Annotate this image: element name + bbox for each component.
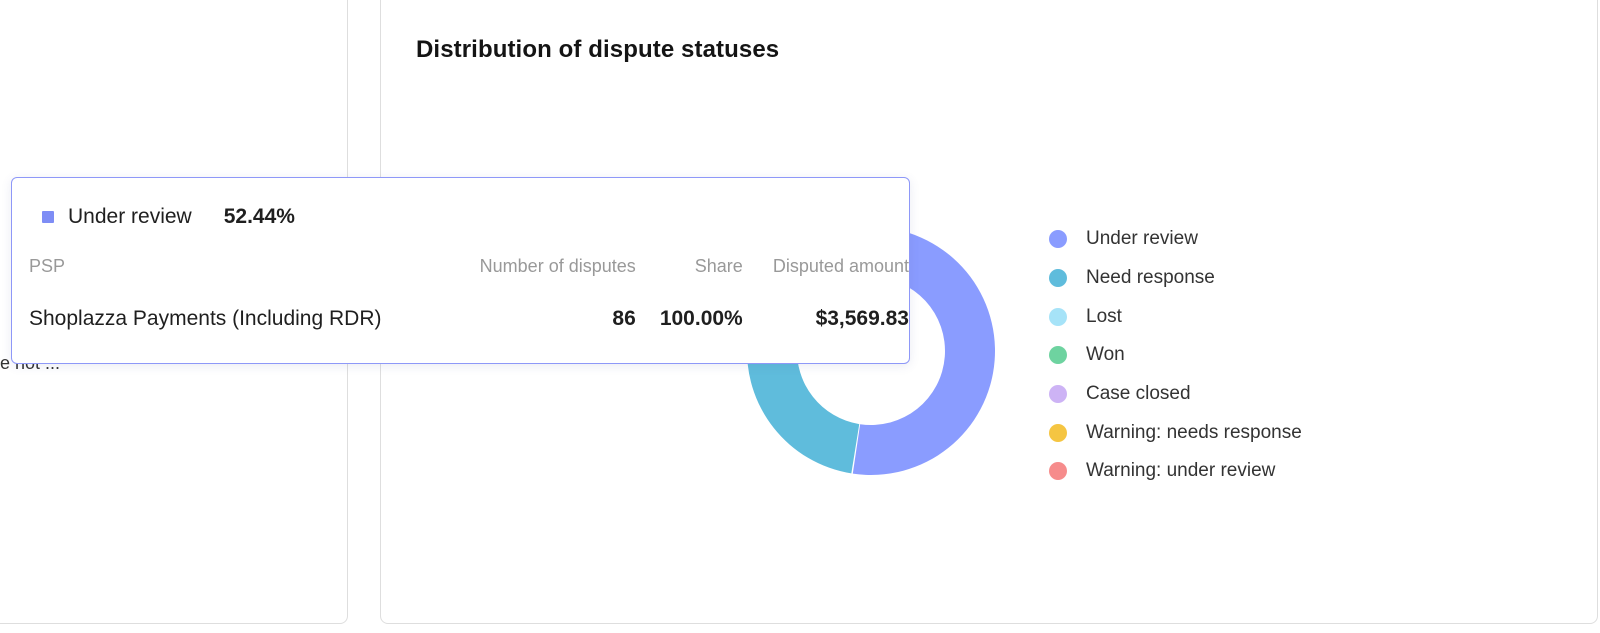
legend-label: Warning: under review [1086,460,1276,482]
legend-label: Case closed [1086,383,1191,405]
legend-label: Under review [1086,228,1198,250]
legend-dot-icon [1049,346,1067,365]
cell-amount: $3,569.83 [815,307,909,330]
legend-dot-icon [1049,423,1067,442]
legend-item[interactable]: Won [1049,336,1302,375]
legend-dot-icon [1049,307,1067,326]
legend-item[interactable]: Case closed [1049,375,1302,414]
legend-item[interactable]: Lost [1049,297,1302,336]
legend-label: Won [1086,344,1125,366]
tooltip-series-name: Under review [68,205,192,228]
legend-dot-icon [1049,230,1067,249]
legend-dot-icon [1049,462,1067,481]
legend-label: Lost [1086,305,1122,327]
legend-label: Need response [1086,267,1215,289]
tooltip-series-swatch [42,211,54,223]
cell-count: 86 [612,307,636,330]
tooltip-table: PSP Number of disputes Share Disputed am… [29,248,909,339]
legend-item[interactable]: Warning: needs response [1049,413,1302,452]
tooltip-series-percent: 52.44% [223,205,295,228]
legend-item[interactable]: Under review [1049,220,1302,259]
chart-legend: Under review Need response Lost Won Case clo… [1049,220,1302,491]
chart-tooltip: Under review 52.44% PSP Number of disput… [11,177,910,364]
tooltip-header: Under review 52.44% [42,205,295,229]
cell-psp: Shoplazza Payments (Including RDR) [29,307,382,330]
legend-item[interactable]: Warning: under review [1049,452,1302,491]
legend-dot-icon [1049,385,1067,404]
cell-share: 100.00% [659,307,743,330]
column-header-psp: PSP [29,256,66,276]
legend-item[interactable]: Need response [1049,259,1302,298]
card-title: Distribution of dispute statuses [416,36,780,63]
column-header-count: Number of disputes [479,256,636,276]
column-header-share: Share [694,256,743,276]
legend-dot-icon [1049,269,1067,288]
legend-label: Warning: needs response [1086,421,1302,443]
table-row: Shoplazza Payments (Including RDR) 86 10… [29,299,909,339]
tooltip-table-header-row: PSP Number of disputes Share Disputed am… [29,248,909,299]
column-header-amount: Disputed amount [772,256,909,276]
